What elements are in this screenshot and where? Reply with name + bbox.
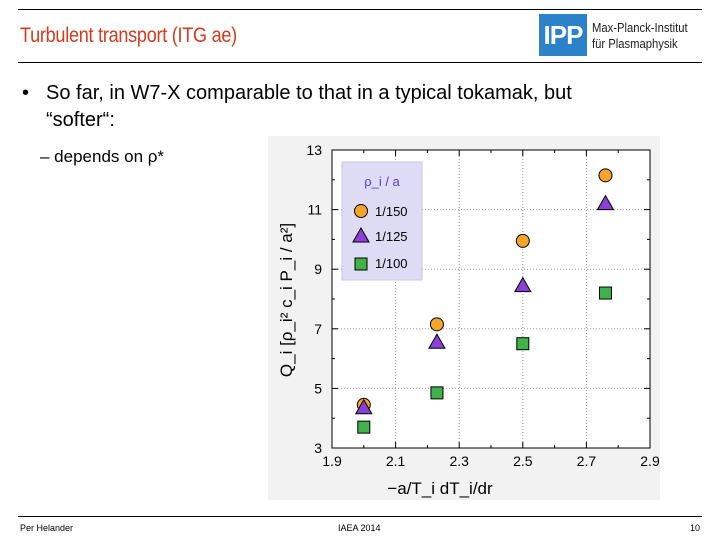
x-tick-label: 2.3	[449, 453, 469, 469]
legend-label-2: 1/125	[375, 229, 408, 244]
footer-page-number: 10	[690, 523, 701, 533]
x-tick-label: 2.7	[577, 453, 597, 469]
data-point-square	[516, 337, 530, 351]
y-axis-label: Q_i [ρ_i² c_i P_i / a²]	[277, 223, 296, 377]
bullet-dot: •	[22, 82, 30, 104]
data-point-square	[357, 420, 371, 434]
top-rule	[18, 9, 702, 10]
y-tick-label: 13	[306, 142, 322, 158]
legend-label-1: 1/150	[375, 204, 408, 219]
data-point-circle	[598, 168, 613, 183]
x-tick-label: 2.1	[386, 453, 406, 469]
data-point-triangle	[354, 398, 373, 415]
data-point-triangle	[513, 276, 532, 293]
institute-line-2: für Plasmaphysik	[592, 37, 678, 51]
x-tick-label: 2.5	[513, 453, 533, 469]
y-tick-label: 9	[314, 261, 322, 277]
legend-marker-circle	[354, 204, 368, 218]
data-point-square	[598, 286, 612, 300]
data-point-square	[430, 386, 444, 400]
data-point-triangle	[596, 194, 615, 211]
legend-marker-square	[354, 257, 368, 271]
institute-line-1: Max-Planck-Institut	[592, 21, 688, 35]
y-tick-label: 5	[314, 380, 322, 396]
sub-bullet: – depends on ρ*	[40, 147, 165, 166]
data-point-circle	[429, 317, 444, 332]
footer-rule	[18, 516, 702, 517]
legend-label-3: 1/100	[375, 256, 408, 271]
bullet-line-2: “softer“:	[46, 109, 115, 131]
data-point-circle	[515, 233, 530, 248]
institute-name: Max-Planck-Institut für Plasmaphysik	[592, 20, 688, 52]
header-rule	[18, 62, 702, 63]
legend-title: ρ_i / a	[364, 174, 400, 189]
footer-event: IAEA 2014	[338, 523, 381, 533]
legend-marker-triangle	[352, 226, 370, 243]
y-tick-label: 7	[314, 321, 322, 337]
data-point-triangle	[428, 333, 446, 349]
footer-author: Per Helander	[20, 523, 74, 533]
legend: ρ_i / a 1/150 1/125 1/100	[341, 161, 423, 281]
x-tick-label: 1.9	[322, 453, 342, 469]
y-tick-label: 11	[307, 202, 322, 218]
slide-title: Turbulent transport (ITG ae)	[20, 24, 237, 47]
bullet-line-1: So far, in W7-X comparable to that in a …	[46, 82, 572, 104]
x-tick-label: 2.9	[640, 453, 660, 469]
x-axis-label: −a/T_i dT_i/dr	[387, 479, 493, 498]
data-marks	[354, 168, 615, 434]
ipp-logo: IPP	[539, 14, 587, 56]
axis-ticks: 1.9 2.1 2.3 2.5 2.7 2.9 3 5 7 9 11 13	[306, 142, 660, 469]
bullet-text: So far, in W7-X comparable to that in a …	[46, 80, 720, 134]
y-tick-label: 3	[314, 440, 322, 456]
